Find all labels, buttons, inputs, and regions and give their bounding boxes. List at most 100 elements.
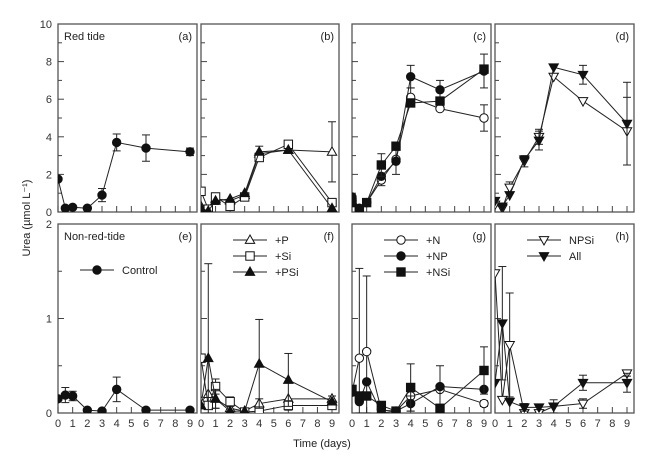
x-tick-label: 6: [437, 418, 443, 430]
x-tick-label: 2: [378, 418, 384, 430]
data-point: [577, 399, 589, 410]
panel-tag: (f): [324, 231, 334, 243]
data-point: [240, 405, 250, 413]
series-psi: [201, 263, 338, 413]
series-layer: [352, 53, 489, 212]
x-tick-label: 3: [393, 418, 399, 430]
panel-frame: [57, 23, 198, 213]
data-point: [495, 269, 501, 280]
legend-label: +N: [426, 235, 440, 247]
legend: +P +Si +PSi: [233, 233, 299, 279]
x-tick-label: 0: [198, 418, 204, 430]
x-tick-label: 6: [143, 418, 149, 430]
data-point: [435, 96, 445, 106]
series-line: [201, 149, 333, 212]
series-n: [352, 267, 489, 413]
series-control: [58, 133, 195, 212]
y-tick-label: 0: [46, 207, 52, 219]
data-point: [533, 403, 545, 413]
panel-tag: (e): [179, 231, 192, 243]
data-point: [405, 382, 416, 393]
series-n: [352, 87, 489, 212]
data-point: [504, 191, 516, 202]
x-tick-label: 5: [422, 418, 428, 430]
x-tick-label: 7: [300, 418, 306, 430]
data-point: [58, 174, 63, 184]
data-point: [361, 377, 372, 387]
data-point: [376, 400, 387, 411]
data-point: [185, 405, 195, 413]
series-all: [495, 266, 633, 413]
y-tick-label: 4: [46, 132, 52, 144]
data-point: [111, 384, 122, 395]
x-tick-label: 9: [187, 418, 193, 430]
data-point: [239, 187, 251, 198]
x-tick-label: 4: [551, 418, 557, 430]
data-point: [225, 396, 235, 407]
y-tick-label: 10: [40, 19, 52, 31]
series-layer: [352, 267, 489, 413]
series-line: [58, 141, 191, 209]
x-tick-label: 8: [314, 418, 320, 430]
series-line: [201, 149, 333, 211]
legend-label: +P: [275, 235, 289, 247]
data-point: [479, 365, 489, 376]
x-tick-label: 5: [271, 418, 277, 430]
series-layer: [495, 266, 633, 413]
data-point: [518, 155, 530, 166]
x-tick-label: 7: [158, 418, 164, 430]
data-point: [533, 136, 545, 147]
data-point: [111, 137, 122, 148]
data-point: [376, 160, 387, 170]
y-tick-label: 8: [46, 57, 52, 69]
x-tick-label: 9: [624, 418, 630, 430]
panel-tag: (a): [179, 31, 192, 43]
series-line: [58, 388, 190, 412]
data-point: [391, 156, 401, 166]
data-point: [354, 204, 365, 212]
series-line: [352, 350, 485, 412]
data-point: [185, 147, 195, 157]
panel-f: 0 1 2 3 4 5 6 7 8 9 (f) +P +Si +PSi: [198, 223, 340, 430]
data-point: [621, 378, 633, 389]
data-point: [391, 141, 401, 151]
legend-label: +NSi: [426, 267, 450, 279]
data-point: [201, 399, 207, 410]
x-tick-label: 0: [55, 418, 61, 430]
legend-label: Control: [122, 265, 157, 277]
data-point: [210, 194, 222, 205]
data-point: [577, 70, 589, 81]
x-tick-label: 2: [227, 418, 233, 430]
data-point: [326, 395, 338, 406]
x-tick-label: 8: [609, 418, 615, 430]
series-layer: [58, 133, 195, 212]
legend-marker: [396, 251, 406, 261]
data-point: [82, 405, 93, 413]
series-line: [352, 70, 485, 209]
x-tick-label: 4: [114, 418, 120, 430]
series-layer: [201, 263, 338, 413]
x-tick-label: 0: [349, 418, 355, 430]
series-line: [495, 66, 628, 208]
x-tick-label: 6: [285, 418, 291, 430]
data-point: [435, 85, 445, 95]
data-point: [495, 378, 501, 389]
legend-marker: [244, 233, 256, 244]
panel-frame: [494, 223, 635, 414]
data-point: [479, 398, 489, 409]
legend: Control: [80, 265, 157, 277]
series-line: [495, 273, 628, 413]
legend-label: All: [569, 251, 581, 263]
x-tick-label: 5: [565, 418, 571, 430]
data-point: [202, 352, 214, 363]
data-point: [548, 402, 560, 413]
panel-tag: (b): [321, 31, 334, 43]
data-point: [518, 403, 530, 413]
legend: NPSi All: [527, 235, 594, 263]
series-all: [495, 63, 633, 212]
data-point: [435, 381, 445, 392]
panel-label: Non-red-tide: [64, 231, 125, 243]
data-point: [405, 98, 416, 108]
data-point: [504, 341, 516, 351]
data-point: [225, 201, 235, 212]
